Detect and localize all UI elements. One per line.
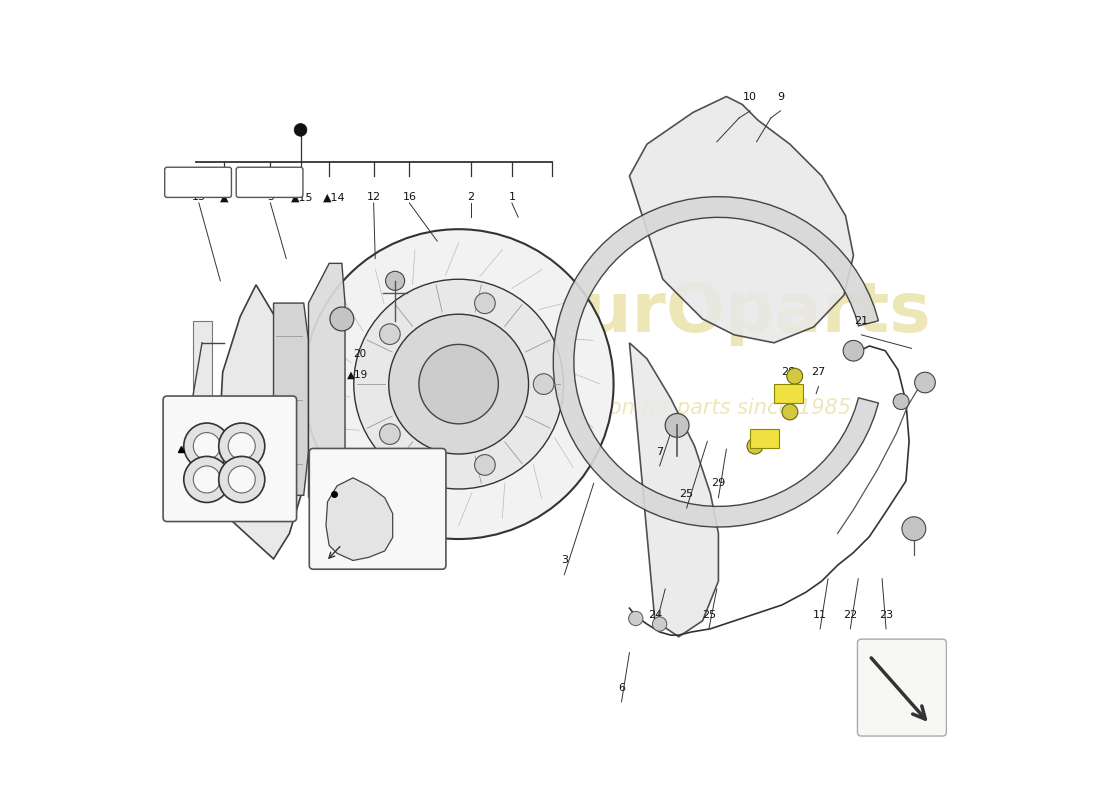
- Text: ● = 4: ● = 4: [252, 176, 287, 189]
- Circle shape: [379, 424, 400, 445]
- Circle shape: [419, 344, 498, 424]
- Circle shape: [219, 457, 265, 502]
- Text: 25: 25: [680, 489, 694, 498]
- Polygon shape: [274, 303, 308, 495]
- Bar: [774, 384, 803, 403]
- Bar: [750, 429, 779, 448]
- Text: ▲18: ▲18: [190, 444, 211, 454]
- Text: 24: 24: [648, 610, 662, 619]
- Text: 23: 23: [879, 610, 893, 619]
- Circle shape: [229, 466, 255, 493]
- Polygon shape: [308, 263, 345, 521]
- Circle shape: [354, 279, 563, 489]
- Text: 1: 1: [508, 193, 516, 202]
- Text: 5: 5: [267, 193, 274, 202]
- Polygon shape: [192, 321, 212, 487]
- Text: 7: 7: [656, 446, 663, 457]
- Circle shape: [277, 457, 290, 470]
- Circle shape: [330, 307, 354, 331]
- Circle shape: [902, 517, 926, 541]
- Circle shape: [844, 341, 864, 361]
- Circle shape: [330, 458, 354, 482]
- Text: ▲14: ▲14: [322, 193, 345, 202]
- FancyBboxPatch shape: [858, 639, 946, 736]
- Circle shape: [915, 372, 935, 393]
- Text: 9: 9: [777, 91, 784, 102]
- Polygon shape: [629, 97, 854, 342]
- Text: a passion for parts since 1985: a passion for parts since 1985: [536, 398, 850, 418]
- Text: 25: 25: [702, 610, 716, 619]
- Text: 29: 29: [712, 478, 726, 489]
- Circle shape: [229, 433, 255, 459]
- Circle shape: [304, 229, 614, 539]
- Circle shape: [782, 404, 797, 420]
- Circle shape: [194, 433, 220, 459]
- Text: ▲19: ▲19: [348, 370, 369, 379]
- Circle shape: [194, 466, 220, 493]
- Text: 21: 21: [855, 315, 869, 326]
- Circle shape: [893, 394, 909, 410]
- Text: 20: 20: [353, 349, 366, 359]
- Circle shape: [328, 495, 356, 524]
- Text: 10: 10: [744, 91, 757, 102]
- Circle shape: [747, 438, 763, 454]
- Circle shape: [474, 293, 495, 314]
- Text: ●17: ●17: [365, 482, 388, 492]
- Circle shape: [386, 271, 405, 290]
- Circle shape: [629, 611, 642, 626]
- FancyBboxPatch shape: [163, 396, 297, 522]
- Text: 27: 27: [812, 367, 826, 377]
- Text: 13: 13: [191, 193, 206, 202]
- Polygon shape: [218, 285, 306, 559]
- Text: 16: 16: [403, 193, 417, 202]
- Polygon shape: [629, 342, 718, 637]
- Text: ▲15: ▲15: [290, 193, 314, 202]
- Text: 11: 11: [813, 610, 827, 619]
- Circle shape: [184, 423, 230, 469]
- Text: 12: 12: [366, 193, 381, 202]
- Text: 28: 28: [781, 367, 795, 377]
- Circle shape: [652, 617, 667, 631]
- Polygon shape: [553, 197, 879, 527]
- Polygon shape: [326, 478, 393, 561]
- FancyBboxPatch shape: [236, 167, 302, 198]
- Circle shape: [474, 454, 495, 475]
- FancyBboxPatch shape: [309, 449, 446, 570]
- Circle shape: [388, 314, 529, 454]
- Text: 22: 22: [844, 610, 857, 619]
- Text: 6: 6: [618, 682, 625, 693]
- Circle shape: [534, 374, 554, 394]
- Circle shape: [184, 457, 230, 502]
- FancyBboxPatch shape: [165, 167, 231, 198]
- Text: 3: 3: [561, 555, 568, 566]
- Circle shape: [379, 324, 400, 345]
- Circle shape: [666, 414, 689, 438]
- Text: ▲ = 8: ▲ = 8: [182, 176, 214, 189]
- Circle shape: [786, 368, 803, 384]
- Text: ▲: ▲: [220, 193, 229, 202]
- Circle shape: [219, 423, 265, 469]
- Text: 2: 2: [468, 193, 474, 202]
- Circle shape: [294, 123, 307, 136]
- Text: eurOparts: eurOparts: [535, 279, 931, 346]
